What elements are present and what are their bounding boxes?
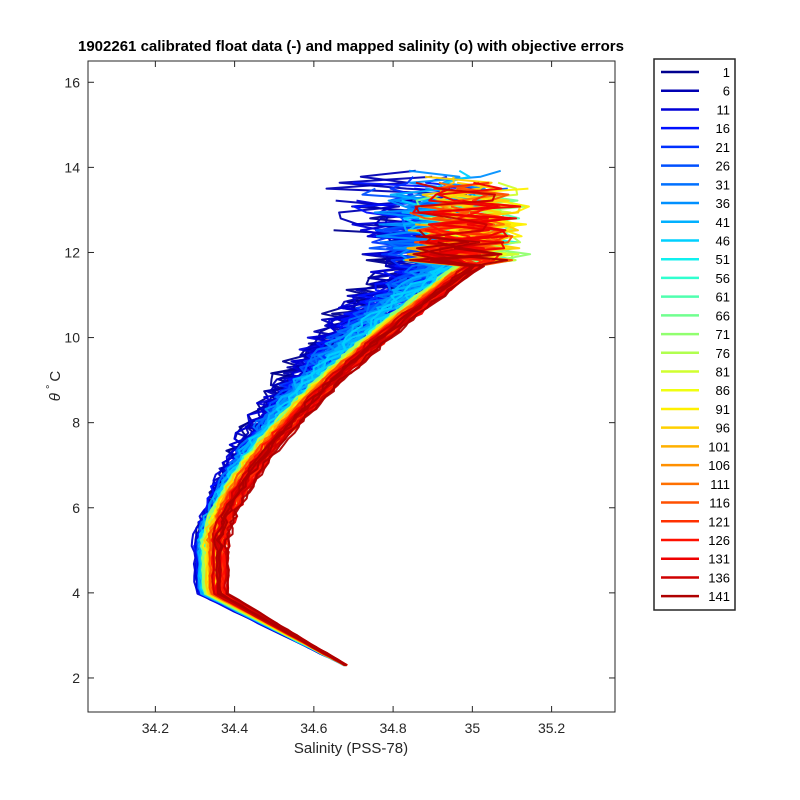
profile-line [207, 211, 502, 667]
legend-label: 1 [723, 65, 730, 80]
profile-lines [190, 169, 532, 667]
legend-label: 126 [708, 533, 730, 548]
legend-label: 81 [716, 365, 730, 380]
legend-label: 31 [716, 177, 730, 192]
legend-label: 16 [716, 121, 730, 136]
legend-label: 96 [716, 421, 730, 436]
y-axis-label-symbol: θ [47, 393, 64, 401]
legend-label: 11 [717, 102, 731, 117]
legend-label: 111 [710, 477, 730, 492]
legend-label: 26 [716, 159, 730, 174]
legend-label: 91 [716, 402, 730, 417]
y-axis-label: θ°C [45, 371, 64, 402]
x-axis-label: Salinity (PSS-78) [294, 740, 408, 757]
plot-background [88, 61, 615, 712]
y-axis-ticks: 2 4 6 8 10 12 14 16 [64, 74, 615, 686]
legend-label: 51 [716, 252, 730, 267]
x-tick-label: 34.8 [379, 720, 406, 736]
legend-label: 66 [716, 308, 730, 323]
legend-label: 76 [716, 346, 730, 361]
profile-line [225, 259, 485, 667]
x-tick-label: 35 [465, 720, 481, 736]
y-tick-label: 2 [72, 670, 80, 686]
legend-label: 46 [716, 233, 730, 248]
legend-label: 36 [716, 196, 730, 211]
y-tick-label: 4 [72, 585, 80, 601]
y-tick-label: 6 [72, 500, 80, 516]
y-tick-label: 12 [64, 244, 80, 260]
legend-label: 6 [723, 84, 730, 99]
plot-frame [87, 60, 616, 713]
plot-area: 34.2 34.4 34.6 34.8 35 35.2 2 4 6 8 10 12 14 16 [64, 60, 616, 736]
chart-title: 1902261 calibrated float data (-) and ma… [78, 38, 624, 55]
legend-label: 21 [716, 140, 730, 155]
legend-label: 141 [708, 589, 730, 604]
legend-label: 136 [708, 570, 730, 585]
legend-label: 86 [716, 383, 730, 398]
legend: 1611162126313641465156616671768186919610… [653, 58, 736, 611]
legend-label: 61 [716, 290, 730, 305]
y-tick-label: 8 [72, 415, 80, 431]
x-tick-label: 35.2 [538, 720, 565, 736]
y-tick-label: 14 [64, 159, 80, 175]
legend-label: 121 [708, 514, 730, 529]
legend-label: 106 [708, 458, 730, 473]
x-tick-label: 34.6 [300, 720, 327, 736]
profile-line [217, 235, 481, 667]
y-tick-label: 16 [64, 74, 80, 90]
y-axis-label-unit: C [47, 371, 64, 382]
legend-label: 101 [708, 439, 730, 454]
x-tick-label: 34.4 [221, 720, 248, 736]
y-tick-label: 10 [64, 330, 80, 346]
legend-label: 131 [708, 552, 730, 567]
legend-label: 116 [709, 496, 730, 511]
legend-label: 56 [716, 271, 730, 286]
legend-label: 41 [716, 215, 730, 230]
x-axis-ticks: 34.2 34.4 34.6 34.8 35 35.2 [142, 61, 565, 736]
legend-label: 71 [716, 327, 730, 342]
x-tick-label: 34.2 [142, 720, 169, 736]
